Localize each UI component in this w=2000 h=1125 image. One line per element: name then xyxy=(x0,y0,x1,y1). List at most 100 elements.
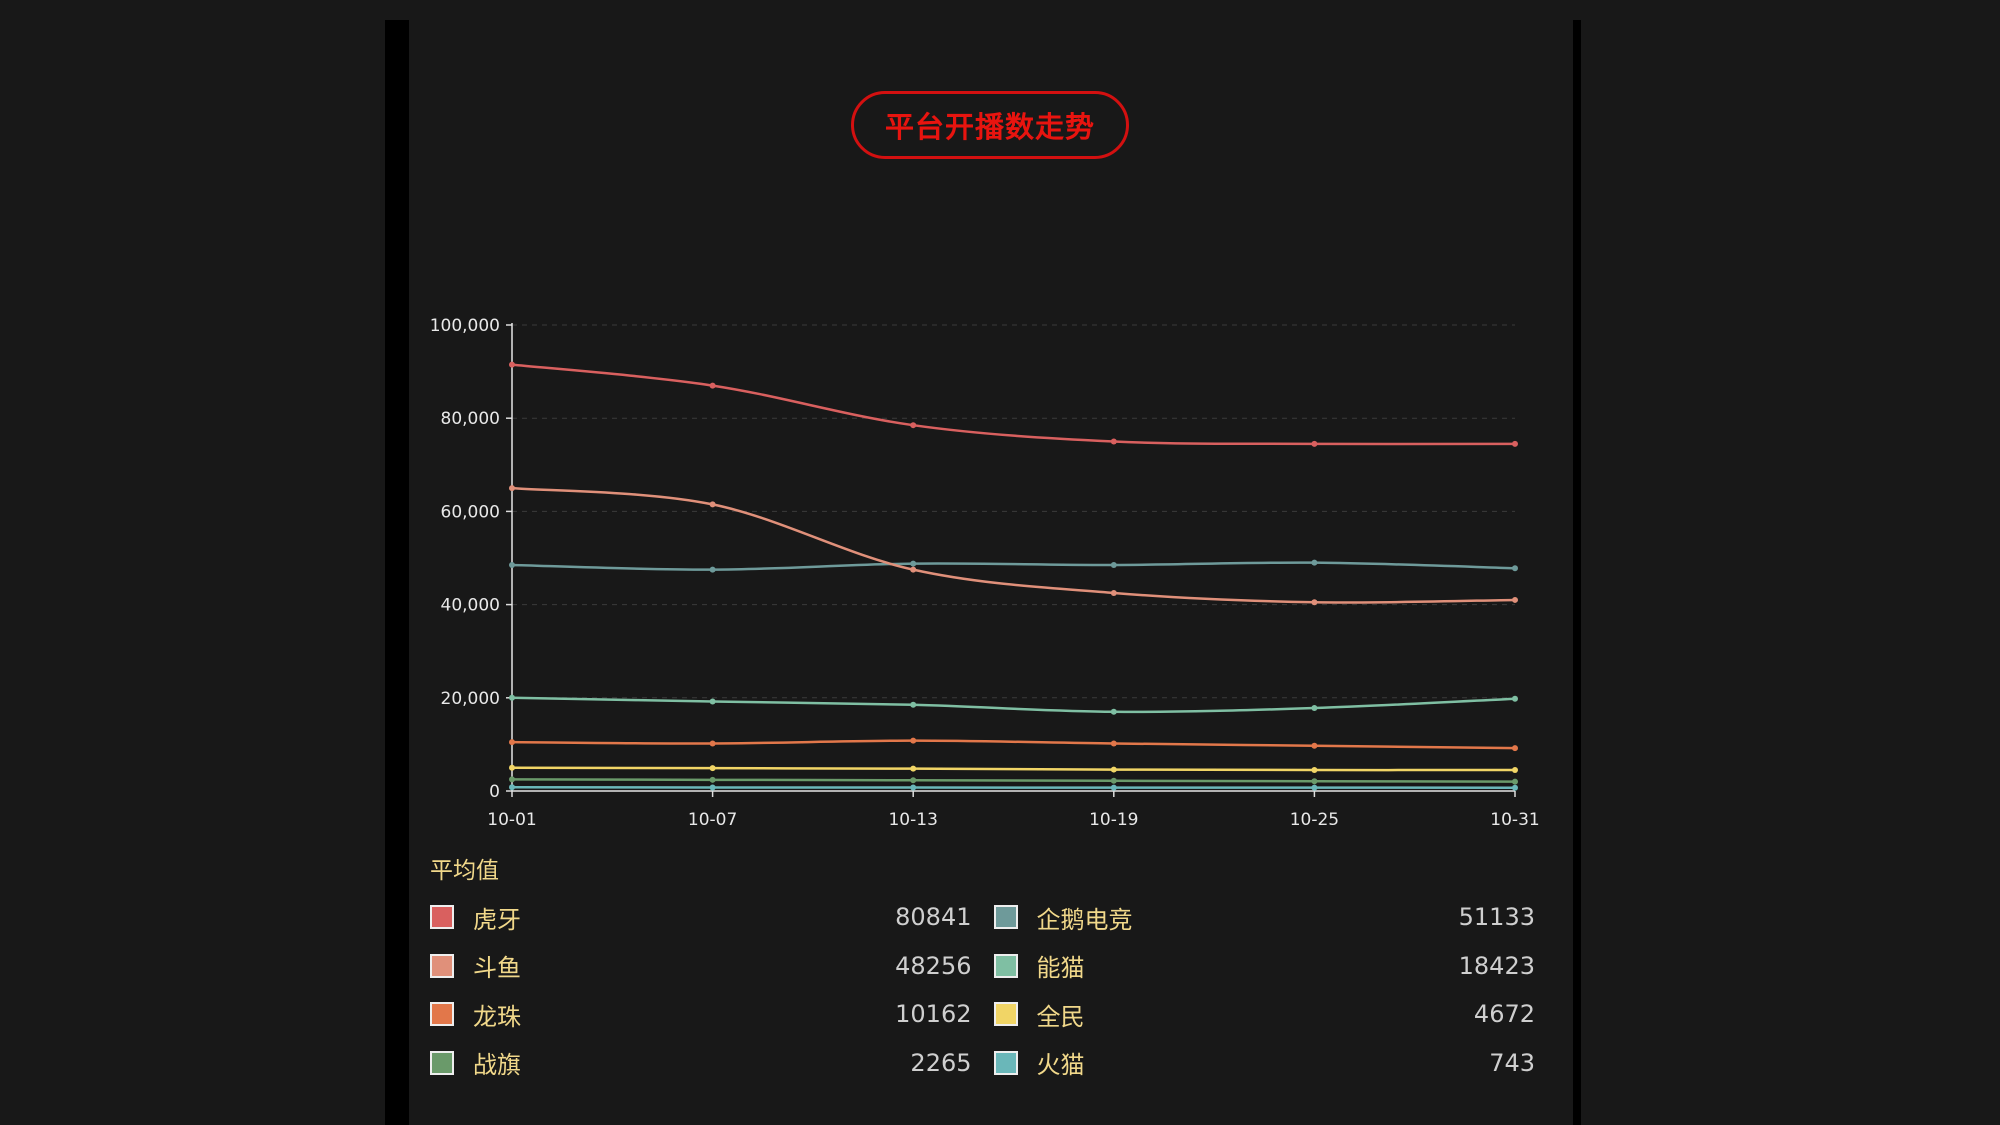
data-point xyxy=(1512,784,1518,791)
right-frame-bar xyxy=(1573,20,1581,1125)
y-tick-label: 40,000 xyxy=(441,596,500,616)
legend-name: 企鹅电竞 xyxy=(1036,905,1133,934)
x-tick-label: 10-07 xyxy=(688,810,737,830)
series-line xyxy=(511,739,1516,750)
legend-name: 斗鱼 xyxy=(473,954,521,983)
legend-item: 战旗 2265 xyxy=(430,1039,972,1088)
legend-name: 火猫 xyxy=(1036,1051,1085,1080)
legend-average-value: 18423 xyxy=(1458,951,1535,980)
legend-swatch xyxy=(430,953,454,978)
data-point xyxy=(910,422,917,429)
average-legend: 虎牙 80841 企鹅电竞 51133 斗鱼 48256 能猫 18423 龙珠 10162 全民 4… xyxy=(430,893,1535,1087)
data-point xyxy=(509,485,515,492)
legend-name: 战旗 xyxy=(473,1051,521,1080)
data-point xyxy=(910,784,917,791)
data-point xyxy=(509,739,515,746)
data-point xyxy=(509,561,515,568)
data-point xyxy=(910,566,917,573)
data-point xyxy=(709,765,716,772)
y-tick-label: 100,000 xyxy=(430,316,500,336)
data-point xyxy=(1311,599,1318,606)
legend-swatch xyxy=(993,1050,1018,1075)
legend-item: 龙珠 10162 xyxy=(430,990,972,1039)
x-tick-label: 10-13 xyxy=(888,810,937,830)
data-point xyxy=(1512,745,1518,752)
data-point xyxy=(1512,440,1518,447)
x-tick-label: 10-19 xyxy=(1089,810,1138,830)
legend-item: 能猫 18423 xyxy=(993,942,1535,991)
legend-item: 虎牙 80841 xyxy=(430,893,972,942)
series-line xyxy=(511,486,1516,604)
data-point xyxy=(910,701,917,708)
data-point xyxy=(509,694,515,701)
legend-item: 火猫 743 xyxy=(993,1039,1535,1088)
data-point xyxy=(1512,565,1518,572)
data-point xyxy=(1110,777,1117,784)
data-point xyxy=(1110,784,1117,791)
data-point xyxy=(509,764,515,771)
data-point xyxy=(709,501,716,508)
series-line xyxy=(511,696,1516,714)
data-point xyxy=(1512,596,1518,603)
data-point xyxy=(1311,705,1318,712)
data-point xyxy=(1110,589,1117,596)
legend-name: 虎牙 xyxy=(473,905,521,934)
legend-item: 全民 4672 xyxy=(993,990,1535,1039)
y-tick-label: 80,000 xyxy=(441,409,500,429)
data-point xyxy=(910,737,917,744)
data-point xyxy=(709,566,716,573)
legend-name: 全民 xyxy=(1036,1002,1085,1031)
series-line xyxy=(511,778,1516,783)
legend-swatch xyxy=(993,1002,1018,1027)
data-point xyxy=(1311,742,1318,749)
left-frame-bar xyxy=(385,20,409,1125)
legend-swatch xyxy=(993,953,1018,978)
x-tick-label: 10-31 xyxy=(1490,810,1539,830)
legend-average-value: 2265 xyxy=(910,1048,972,1077)
y-tick-label: 0 xyxy=(489,782,500,802)
line-chart: 0 20,000 40,000 60,000 80,000 100,000 10-01 10-… xyxy=(430,316,1540,830)
data-point xyxy=(1110,561,1117,568)
data-point xyxy=(1311,440,1318,447)
data-point xyxy=(1311,559,1318,566)
x-tick-label: 10-25 xyxy=(1290,810,1339,830)
data-point xyxy=(709,698,716,705)
legend-average-value: 80841 xyxy=(895,903,972,932)
average-label: 平均值 xyxy=(430,858,499,884)
data-point xyxy=(509,361,515,368)
series-line xyxy=(511,766,1516,772)
data-point xyxy=(910,560,917,567)
legend-swatch xyxy=(430,1002,454,1027)
legend-swatch xyxy=(430,1050,454,1075)
chart-title: 平台开播数走势 xyxy=(851,91,1129,159)
legend-average-value: 51133 xyxy=(1458,903,1535,932)
legend-name: 龙珠 xyxy=(473,1002,521,1031)
legend-average-value: 10162 xyxy=(895,1000,972,1029)
data-point xyxy=(1512,778,1518,785)
data-point xyxy=(709,776,716,783)
data-point xyxy=(1311,784,1318,791)
legend-name: 能猫 xyxy=(1036,954,1085,983)
data-point xyxy=(509,784,515,791)
legend-swatch xyxy=(993,905,1018,930)
legend-swatch xyxy=(430,905,454,930)
data-point xyxy=(1512,767,1518,774)
data-point xyxy=(1110,766,1117,773)
y-tick-label: 20,000 xyxy=(441,689,500,709)
legend-average-value: 743 xyxy=(1489,1048,1535,1077)
x-tick-label: 10-01 xyxy=(487,810,536,830)
legend-average-value: 4672 xyxy=(1473,1000,1535,1029)
data-point xyxy=(1110,708,1117,715)
data-point xyxy=(910,765,917,772)
data-point xyxy=(1311,778,1318,785)
y-tick-label: 60,000 xyxy=(441,502,500,522)
data-point xyxy=(1110,740,1117,747)
data-point xyxy=(1512,695,1518,702)
data-point xyxy=(509,776,515,783)
legend-average-value: 48256 xyxy=(895,951,972,980)
series-line xyxy=(511,363,1516,446)
data-point xyxy=(1311,767,1318,774)
series-line xyxy=(511,561,1516,571)
data-point xyxy=(910,777,917,784)
legend-item: 企鹅电竞 51133 xyxy=(993,893,1535,942)
